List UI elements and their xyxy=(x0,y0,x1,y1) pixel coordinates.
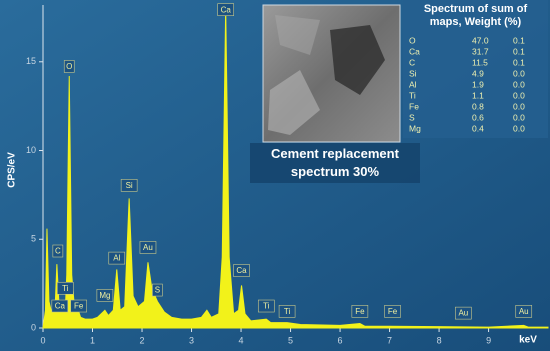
peak-label: Al xyxy=(113,254,120,263)
table-cell: 0.0 xyxy=(513,90,525,100)
image-highlight xyxy=(275,15,320,55)
peak-label: Au xyxy=(458,309,468,318)
peak-label: Au xyxy=(143,243,153,252)
peak-label-box xyxy=(515,305,533,318)
table-cell: 0.4 xyxy=(472,123,484,133)
peak-label-box xyxy=(217,3,234,16)
table-cell: 0.1 xyxy=(513,35,525,45)
y-tick-label: 15 xyxy=(26,56,36,66)
peak-label-box xyxy=(51,299,69,313)
caption: Cement replacement spectrum 30% xyxy=(271,146,399,179)
table-cell: Fe xyxy=(409,101,419,111)
peak-label: Ti xyxy=(263,302,270,311)
table-cell: Ti xyxy=(409,90,416,100)
table-cell: 0.0 xyxy=(513,79,525,89)
table-cell: Si xyxy=(409,68,417,78)
peak-label: Ti xyxy=(62,284,69,293)
table-cell: 31.7 xyxy=(472,46,489,56)
peak-label-box xyxy=(257,299,275,313)
peak-label-box xyxy=(233,264,250,277)
table-title: Spectrum of sum of maps, Weight (%) xyxy=(423,3,528,28)
table-cell: 1.1 xyxy=(472,90,484,100)
peak-label-box xyxy=(152,283,163,297)
peak-label: Ca xyxy=(55,302,66,311)
table-box xyxy=(403,0,548,138)
peak-label-box xyxy=(108,251,126,265)
peak-label: Fe xyxy=(388,307,398,316)
peak-label-box xyxy=(96,289,114,302)
sem-image xyxy=(262,4,401,143)
x-tick-label: 6 xyxy=(338,335,343,345)
image-shadow xyxy=(330,25,385,95)
peak-label: Fe xyxy=(74,302,84,311)
peak-label: C xyxy=(55,247,61,256)
x-tick-label: 0 xyxy=(40,335,45,345)
peak-label: Si xyxy=(126,181,133,190)
x-tick-label: 7 xyxy=(387,335,392,345)
table-cell: 0.1 xyxy=(513,46,525,56)
y-axis-label: CPS/eV xyxy=(7,152,18,188)
table-cell: 0.8 xyxy=(472,101,484,111)
y-tick-label: 0 xyxy=(31,322,36,332)
peak-label: Mg xyxy=(99,291,110,300)
peak-label-box xyxy=(120,179,138,192)
x-tick-label: 1 xyxy=(90,335,95,345)
table-cell: 1.9 xyxy=(472,79,484,89)
peak-label: Fe xyxy=(355,307,365,316)
table-cell: Mg xyxy=(409,123,421,133)
peak-label: Ti xyxy=(284,307,291,316)
y-tick-label: 5 xyxy=(31,234,36,244)
peak-label-box xyxy=(63,60,75,73)
peak-label-box xyxy=(351,305,369,318)
peak-label-box xyxy=(455,306,472,320)
x-tick-label: 8 xyxy=(437,335,442,345)
image-highlight xyxy=(268,70,320,135)
table-cell: Al xyxy=(409,79,417,89)
peak-label: S xyxy=(155,286,160,295)
table-cell: C xyxy=(409,57,415,67)
table: O 47.0 0.1 Ca 31.7 0.1 C 11.5 0.1 Si 4.9 0.0 Al 1.9 0.… xyxy=(409,35,525,133)
table-cell: Ca xyxy=(409,46,420,56)
table-cell: 11.5 xyxy=(472,57,488,67)
peak-label: Ca xyxy=(221,5,232,14)
table-cell: 0.6 xyxy=(472,112,484,122)
x-tick-label: 3 xyxy=(189,335,194,345)
peak-label-box xyxy=(139,241,157,254)
peak-label-box xyxy=(52,244,64,258)
caption-box xyxy=(250,143,420,183)
peak-label-box xyxy=(278,305,296,318)
table-cell: 0.0 xyxy=(513,68,525,78)
table-cell: 4.9 xyxy=(472,68,484,78)
table-cell: S xyxy=(409,112,415,122)
table-title-wrap: Spectrum of sum of maps, Weight (%) xyxy=(423,3,528,28)
table-cell: 47.0 xyxy=(472,35,489,45)
x-axis-label: keV xyxy=(519,335,537,346)
y-tick-label: 10 xyxy=(26,145,36,155)
x-tick-label: 2 xyxy=(140,335,145,345)
caption-wrap: Cement replacement spectrum 30% xyxy=(271,146,399,179)
peak-label-box xyxy=(384,305,401,318)
peak-label: Au xyxy=(519,307,529,316)
x-tick-label: 4 xyxy=(239,335,244,345)
peak-label: Ca xyxy=(236,266,247,275)
x-tick-label: 9 xyxy=(486,335,491,345)
table-cell: 0.0 xyxy=(513,123,525,133)
x-tick-label: 5 xyxy=(288,335,293,345)
table-cell: 0.1 xyxy=(513,57,525,67)
spectrum-area xyxy=(42,6,549,329)
table-cell: 0.0 xyxy=(513,101,525,111)
peak-label-box xyxy=(56,281,74,295)
peak-label-box xyxy=(70,299,87,313)
peak-label: O xyxy=(66,62,72,71)
table-cell: 0.0 xyxy=(513,112,525,122)
table-cell: O xyxy=(409,35,416,45)
